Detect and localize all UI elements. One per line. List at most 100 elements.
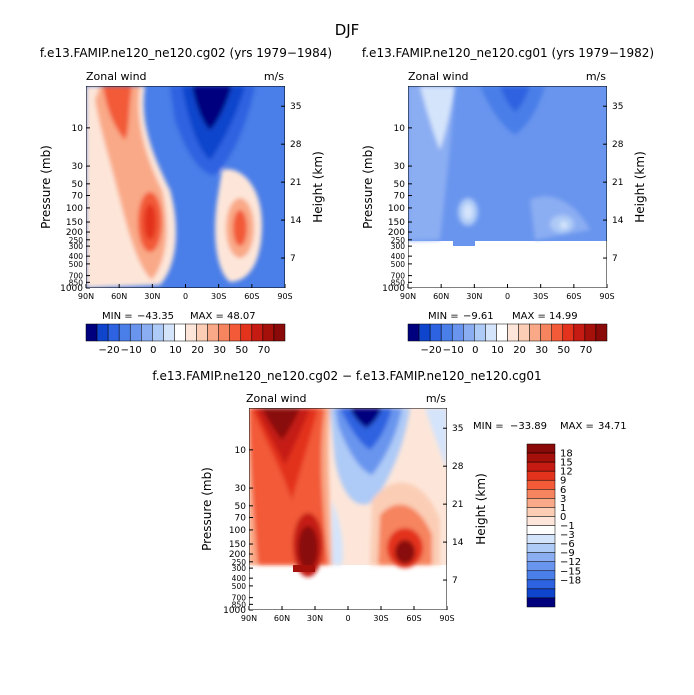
colorbar-box	[240, 323, 253, 342]
panel-1-max-label: MAX =	[190, 311, 224, 322]
colorbar-box	[518, 323, 530, 342]
x-tick-label: 30N	[144, 292, 160, 301]
colorbar-box	[474, 323, 486, 342]
x-tick-label: 60N	[274, 614, 290, 623]
colorbar-box	[526, 570, 556, 581]
panel-3-units-label: m/s	[426, 392, 446, 405]
colorbar-label: 20	[191, 345, 204, 356]
x-tick-label: 90S	[599, 292, 614, 301]
colorbar-box	[496, 323, 508, 342]
y-tick-label: 70	[235, 514, 247, 524]
x-tick-label: 60N	[111, 292, 127, 301]
colorbar-box	[562, 323, 575, 342]
colorbar-box	[526, 597, 556, 608]
panel-3-max-value: 34.71	[598, 421, 627, 432]
colorbar-box	[526, 516, 556, 526]
x-tick-label: 60N	[433, 292, 449, 301]
colorbar-box	[529, 323, 541, 342]
colorbar-box	[595, 323, 608, 342]
height-tick-label: 14	[612, 216, 624, 226]
panel-3-min-value: −33.89	[510, 421, 547, 432]
panel-2: f.e13.FAMIP.ne120_ne120.cg01 (yrs 1979−1…	[361, 46, 654, 356]
panel-1-y-right-label: Height (km)	[311, 151, 325, 222]
x-tick-label: 0	[183, 292, 188, 301]
colorbar-label: −15	[560, 566, 581, 577]
y-tick-label: 30	[235, 484, 247, 494]
colorbar-box	[551, 323, 564, 342]
y-tick-label: 500	[69, 260, 84, 269]
colorbar-label: 70	[258, 345, 271, 356]
y-tick-label: 30	[394, 162, 406, 172]
panel-2-units-label: m/s	[586, 70, 606, 83]
colorbar-box	[526, 588, 556, 599]
colorbar-label: 0	[150, 345, 156, 356]
height-tick-label: 28	[612, 140, 624, 150]
colorbar-box	[429, 323, 442, 342]
colorbar-box	[229, 323, 242, 342]
colorbar-box	[507, 323, 519, 342]
colorbar-box	[85, 323, 98, 342]
panel-1-units-label: m/s	[264, 70, 284, 83]
colorbar-box	[485, 323, 497, 342]
colorbar-label: −10	[121, 345, 142, 356]
colorbar-box	[440, 323, 453, 342]
y-tick-label: 400	[69, 252, 84, 261]
colorbar-label: −20	[99, 345, 120, 356]
colorbar-label: 30	[213, 345, 226, 356]
panel-3-left-label: Zonal wind	[246, 392, 307, 405]
colorbar-label: 15	[560, 458, 573, 469]
y-tick-label: 50	[394, 180, 406, 190]
colorbar-label: 30	[535, 345, 548, 356]
colorbar-label: −12	[560, 557, 581, 568]
x-tick-label: 30N	[307, 614, 323, 623]
colorbar-box	[451, 323, 464, 342]
colorbar-box	[418, 323, 431, 342]
y-tick-label: 700	[391, 272, 406, 281]
colorbar-box	[526, 507, 556, 517]
y-tick-label: 400	[391, 252, 406, 261]
y-tick-label: 1000	[60, 284, 83, 294]
x-tick-label: 0	[345, 614, 350, 623]
panel-2-field	[408, 86, 607, 288]
y-tick-label: 150	[66, 218, 83, 228]
colorbar-box	[218, 323, 230, 342]
y-tick-label: 50	[72, 180, 84, 190]
y-tick-label: 250	[391, 236, 406, 245]
colorbar-box	[526, 443, 556, 454]
y-tick-label: 1000	[382, 284, 405, 294]
colorbar-box	[540, 323, 552, 342]
height-tick-label: 14	[290, 216, 302, 226]
panel-1-min-value: −43.35	[137, 311, 174, 322]
y-tick-label: 10	[394, 124, 406, 134]
colorbar-box	[526, 579, 556, 590]
y-tick-label: 30	[72, 162, 84, 172]
colorbar-label: −18	[560, 575, 581, 586]
height-tick-label: 21	[612, 178, 623, 188]
colorbar-label: 50	[557, 345, 570, 356]
y-tick-label: 250	[69, 236, 84, 245]
height-tick-label: 28	[290, 140, 302, 150]
colorbar-box	[174, 323, 186, 342]
x-tick-label: 90S	[277, 292, 292, 301]
x-tick-label: 90S	[439, 614, 454, 623]
y-tick-label: 150	[388, 218, 405, 228]
y-tick-label: 100	[229, 526, 246, 536]
height-tick-label: 21	[452, 500, 463, 510]
panel-2-max-label: MAX =	[512, 311, 546, 322]
y-tick-label: 100	[388, 204, 405, 214]
y-tick-label: 300	[391, 242, 406, 251]
y-tick-label: 850	[391, 278, 406, 287]
colorbar-box	[185, 323, 197, 342]
panel-2-y-label: Pressure (mb)	[361, 145, 375, 229]
colorbar-box	[573, 323, 586, 342]
panel-1-field	[86, 86, 285, 288]
x-tick-label: 90N	[78, 292, 94, 301]
colorbar-label: 1	[560, 503, 566, 514]
colorbar-box	[526, 561, 556, 572]
y-tick-label: 200	[66, 228, 83, 238]
colorbar-label: −9	[560, 548, 575, 559]
colorbar-box	[526, 534, 556, 544]
figure-title: DJF	[335, 21, 360, 39]
y-tick-label: 70	[72, 192, 84, 202]
